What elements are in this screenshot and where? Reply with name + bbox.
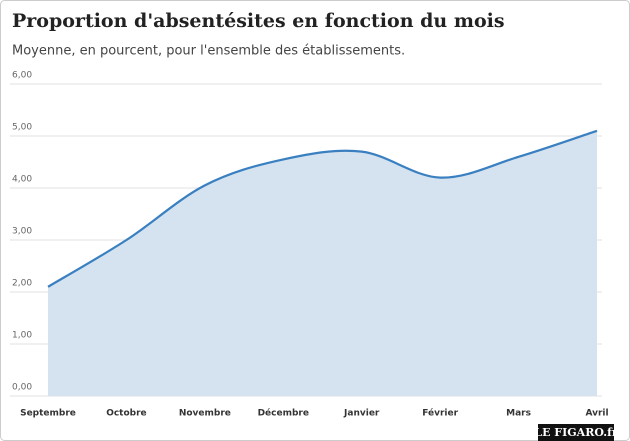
chart-title: Proportion d'absentésites en fonction du…	[12, 10, 505, 32]
y-tick-label: 5,00	[12, 123, 32, 133]
y-tick-label: 6,00	[12, 71, 32, 81]
logo-box	[538, 424, 614, 441]
area	[48, 130, 597, 397]
line	[47, 129, 598, 288]
x-tick-label: Novembre	[179, 409, 231, 419]
x-tick-label: Janvier	[343, 409, 380, 419]
y-tick-label: 2,00	[12, 279, 32, 289]
y-tick-label: 4,00	[12, 175, 32, 185]
logo: LE FIGARO.fr	[534, 426, 617, 439]
y-tick-label: 1,00	[12, 331, 32, 341]
x-tick-label: Décembre	[258, 408, 309, 419]
chart-subtitle: Moyenne, en pourcent, pour l'ensemble de…	[12, 44, 405, 59]
x-tick-label: Avril	[585, 409, 608, 419]
y-tick-label: 0,00	[12, 383, 32, 393]
x-tick-label: Février	[422, 408, 458, 419]
y-tick-label: 3,00	[12, 227, 32, 237]
x-tick-label: Septembre	[20, 409, 76, 419]
x-tick-label: Mars	[506, 409, 531, 419]
x-tick-label: Octobre	[106, 409, 146, 419]
